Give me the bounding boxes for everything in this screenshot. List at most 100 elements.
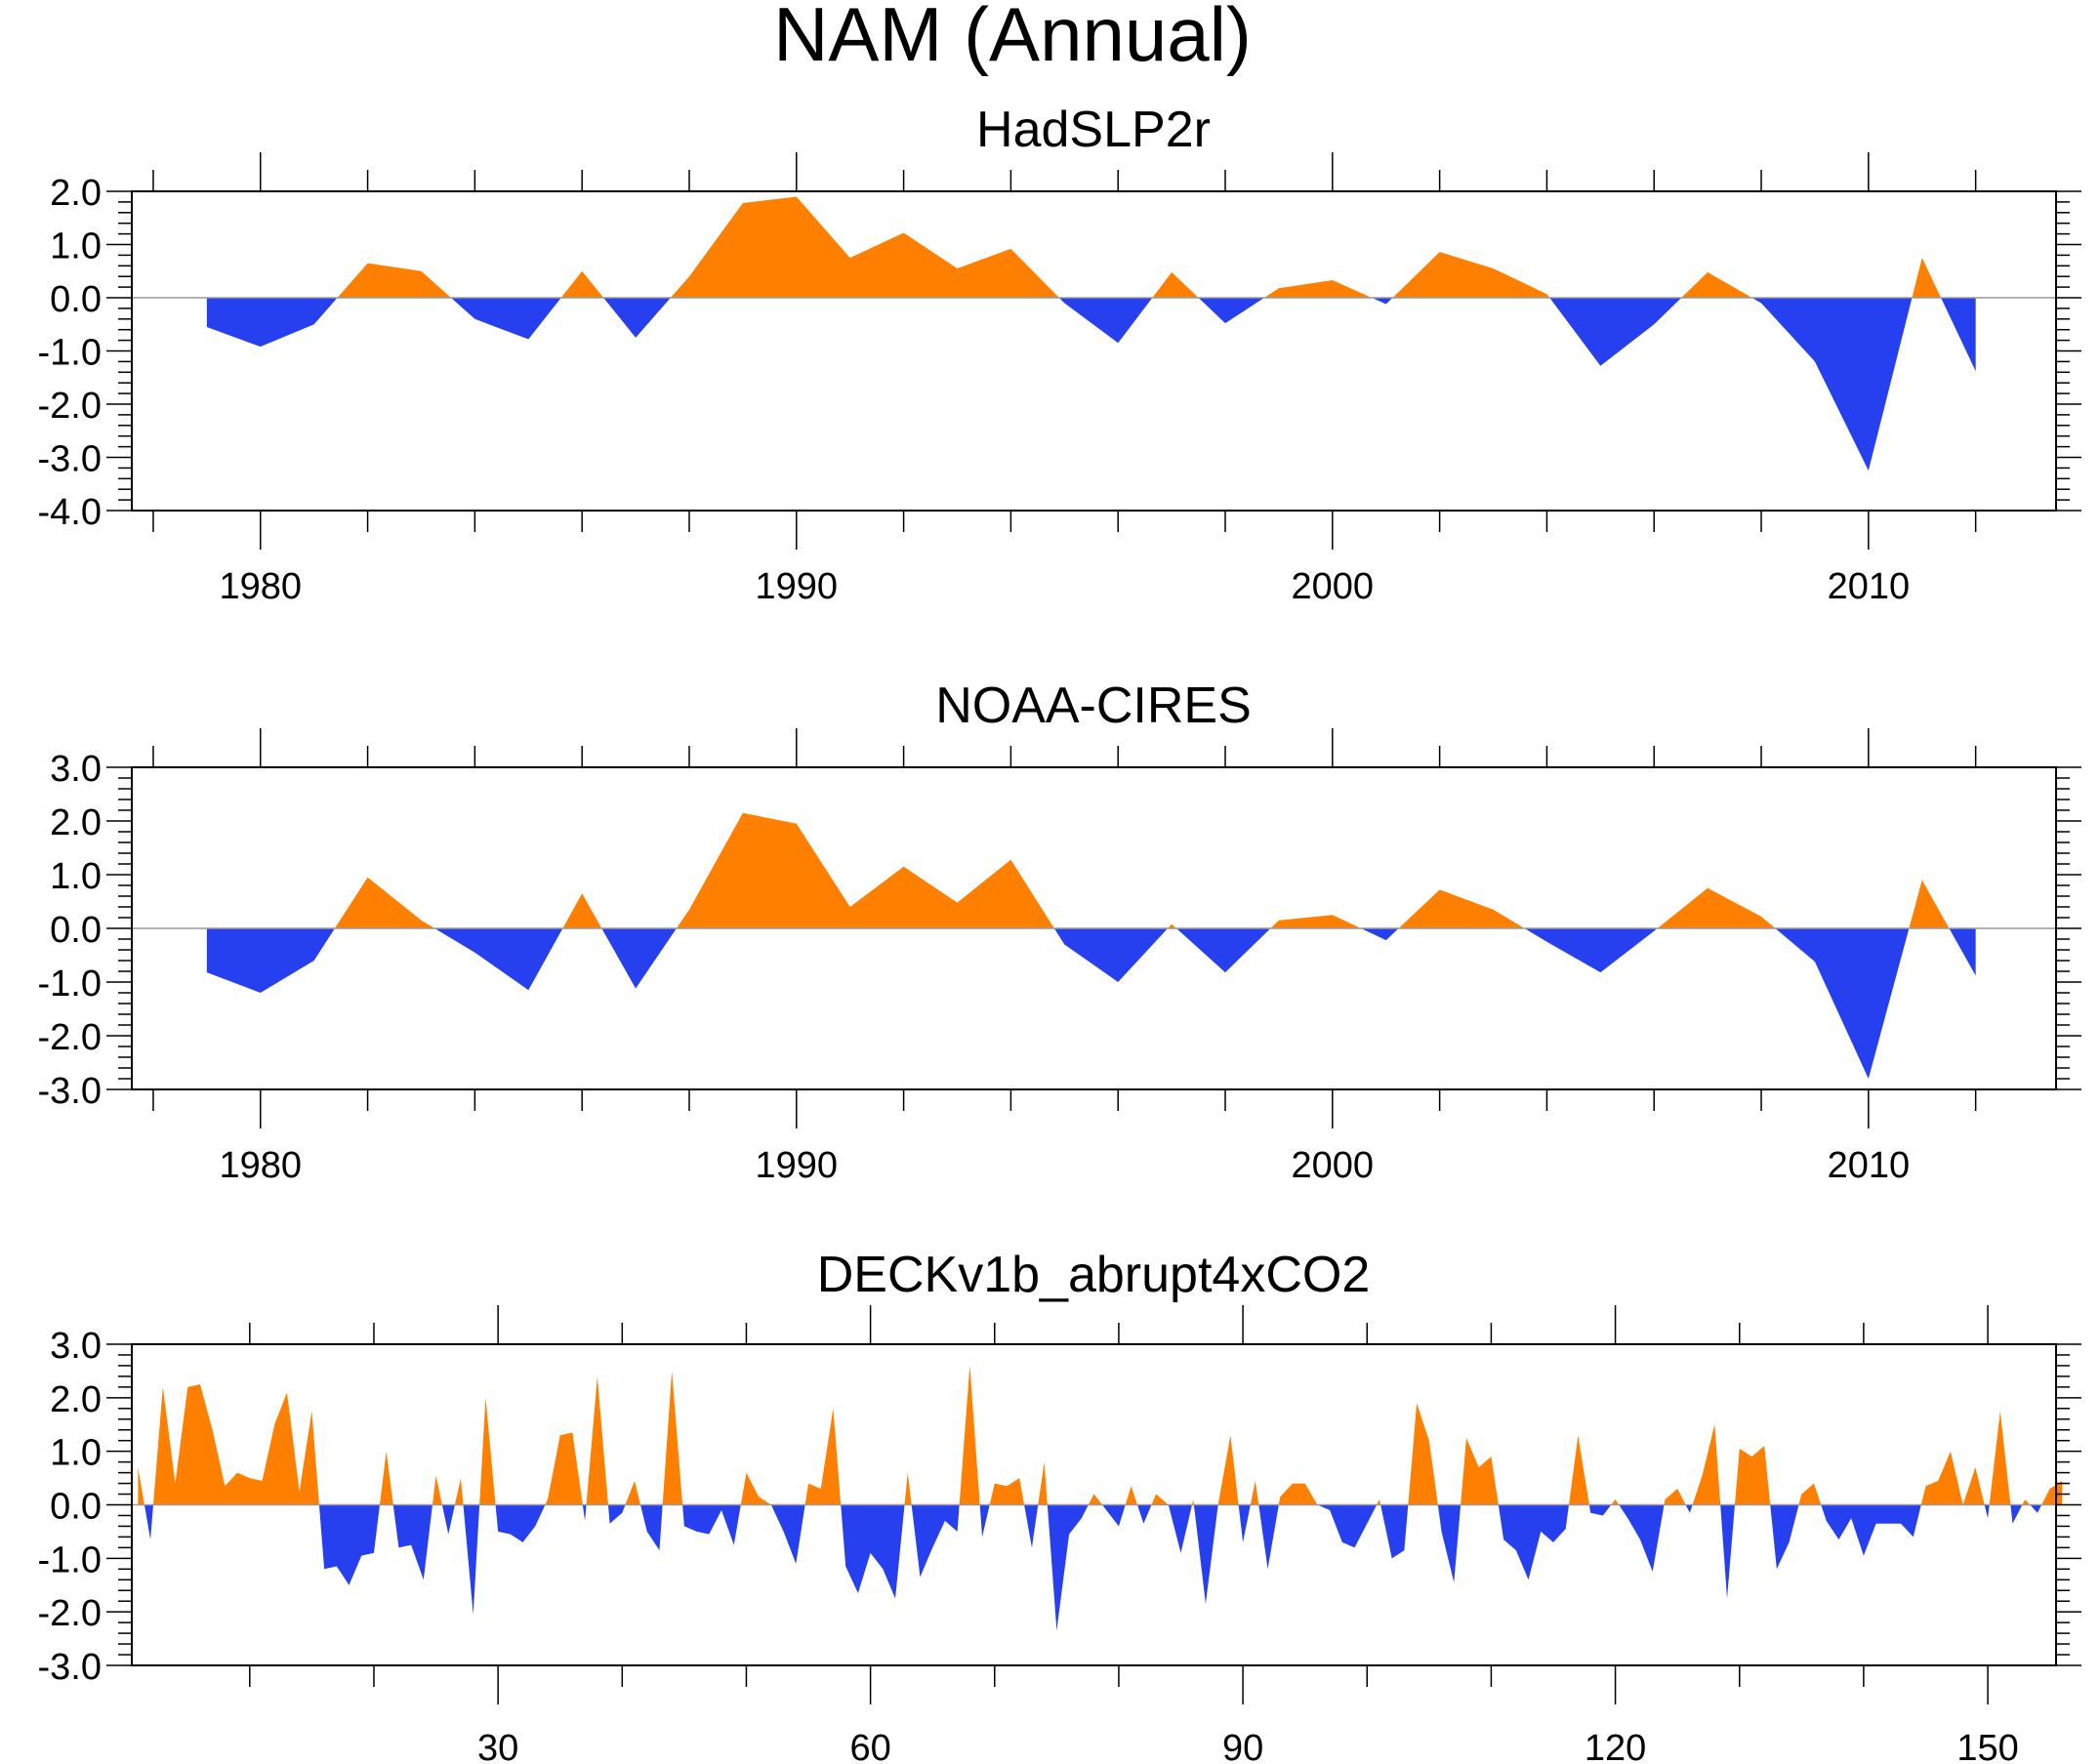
negative-anomaly-area (441, 1504, 455, 1535)
negative-anomaly-area (601, 928, 677, 989)
negative-anomaly-area (1238, 1504, 1251, 1542)
positive-anomaly-area (152, 1384, 319, 1505)
y-tick-label: 1.0 (50, 226, 102, 267)
negative-anomaly-area (603, 298, 671, 338)
negative-anomaly-area (1175, 928, 1271, 973)
positive-anomaly-area (1217, 1435, 1239, 1505)
positive-anomaly-area (560, 270, 604, 298)
negative-anomaly-area (1053, 928, 1169, 982)
negative-anomaly-area (682, 1504, 741, 1545)
positive-anomaly-area (1038, 1461, 1048, 1505)
negative-anomaly-area (1193, 1504, 1218, 1604)
y-tick-label: -1.0 (38, 1539, 102, 1580)
negative-anomaly-area (1047, 1504, 1089, 1631)
negative-anomaly-area (1949, 928, 1976, 976)
y-tick-label: 2.0 (50, 1379, 102, 1420)
x-tick-label: 150 (1956, 1728, 2018, 1764)
positive-anomaly-area (1461, 1437, 1499, 1505)
negative-anomaly-area (1361, 928, 1399, 941)
positive-anomaly-area (586, 1375, 608, 1505)
positive-anomaly-area (454, 1478, 464, 1505)
negative-anomaly-area (1372, 298, 1393, 305)
positive-anomaly-area (959, 1365, 980, 1505)
negative-anomaly-area (841, 1504, 905, 1599)
negative-anomaly-area (206, 928, 335, 993)
positive-anomaly-area (662, 1371, 683, 1505)
negative-anomaly-area (1524, 928, 1658, 973)
negative-anomaly-area (1941, 298, 1976, 372)
positive-anomaly-area (1263, 280, 1373, 298)
negative-anomaly-area (450, 298, 561, 340)
positive-anomaly-area (1657, 887, 1776, 928)
negative-anomaly-area (1720, 1504, 1735, 1599)
negative-anomaly-area (1588, 1504, 1612, 1516)
positive-anomaly-area (1568, 1435, 1589, 1505)
x-tick-label: 1980 (219, 566, 302, 607)
y-tick-label: 2.0 (50, 802, 102, 843)
x-tick-label: 120 (1585, 1728, 1646, 1764)
negative-anomaly-area (1137, 1504, 1152, 1524)
negative-anomaly-area (463, 1504, 480, 1615)
negative-anomaly-area (434, 928, 563, 991)
negative-anomaly-area (1168, 1504, 1192, 1553)
x-tick-label: 30 (477, 1728, 518, 1764)
y-tick-label: 2.0 (50, 173, 102, 214)
positive-anomaly-area (1989, 1411, 2011, 1505)
chart-panel-2: NOAA-CIRES 3.0 2.0 1.0 0.0 -1.0 -2.0 -3.0 1980 19… (38, 677, 2081, 1186)
positive-anomaly-area (1088, 1494, 1102, 1505)
negative-anomaly-area (770, 1504, 805, 1564)
y-tick-label: 0.0 (50, 910, 102, 951)
negative-anomaly-area (2030, 1504, 2042, 1513)
y-tick-label: -3.0 (38, 439, 102, 480)
negative-anomaly-area (1198, 298, 1264, 324)
negative-anomaly-area (1821, 1504, 1921, 1556)
positive-anomaly-area (1270, 915, 1362, 928)
x-tick-label: 2010 (1828, 1145, 1911, 1186)
negative-anomaly-area (1258, 1504, 1279, 1570)
negative-anomaly-area (640, 1504, 663, 1551)
negative-anomaly-area (1437, 1504, 1462, 1583)
y-tick-label: 3.0 (50, 749, 102, 790)
y-tick-label: -2.0 (38, 1593, 102, 1634)
positive-anomaly-area (1962, 1467, 1985, 1505)
y-tick-label: -1.0 (38, 964, 102, 1005)
negative-anomaly-area (2010, 1504, 2023, 1524)
positive-anomaly-area (1681, 271, 1752, 298)
positive-anomaly-area (804, 1408, 842, 1505)
negative-anomaly-area (1498, 1504, 1569, 1580)
positive-anomaly-area (670, 196, 1059, 298)
positive-anomaly-area (1909, 880, 1950, 928)
negative-anomaly-area (1058, 298, 1153, 344)
positive-anomaly-area (1798, 1483, 1822, 1505)
y-tick-label: -1.0 (38, 333, 102, 374)
x-tick-label: 1980 (219, 1145, 302, 1186)
panel-title: NOAA-CIRES (935, 677, 1252, 734)
negative-anomaly-area (1024, 1504, 1039, 1548)
negative-anomaly-area (1685, 1504, 1693, 1513)
negative-anomaly-area (607, 1504, 626, 1524)
chart-panel-3: DECKv1b_abrupt4xCO2 3.0 2.0 1.0 0.0 -1.0 -2.0 -… (38, 1247, 2081, 1764)
positive-anomaly-area (1408, 1403, 1438, 1505)
y-tick-label: -3.0 (38, 1071, 102, 1112)
positive-anomaly-area (432, 1475, 442, 1505)
y-tick-label: -4.0 (38, 492, 102, 533)
positive-anomaly-area (2022, 1499, 2031, 1505)
negative-anomaly-area (1101, 1504, 1126, 1527)
positive-anomaly-area (1398, 889, 1525, 928)
y-tick-label: 1.0 (50, 856, 102, 897)
positive-anomaly-area (1611, 1499, 1620, 1505)
negative-anomaly-area (206, 298, 338, 348)
x-tick-label: 1990 (756, 566, 839, 607)
x-tick-label: 90 (1222, 1728, 1263, 1764)
y-tick-label: -3.0 (38, 1647, 102, 1688)
positive-anomaly-area (1734, 1446, 1771, 1505)
positive-anomaly-area (337, 263, 451, 298)
negative-anomaly-area (1549, 298, 1682, 366)
positive-anomaly-area (1191, 1499, 1194, 1505)
y-tick-label: 0.0 (50, 1487, 102, 1528)
negative-anomaly-area (495, 1504, 546, 1542)
positive-anomaly-area (2041, 1480, 2063, 1505)
positive-anomaly-area (1278, 1483, 1318, 1505)
negative-anomaly-area (1775, 928, 1910, 1079)
